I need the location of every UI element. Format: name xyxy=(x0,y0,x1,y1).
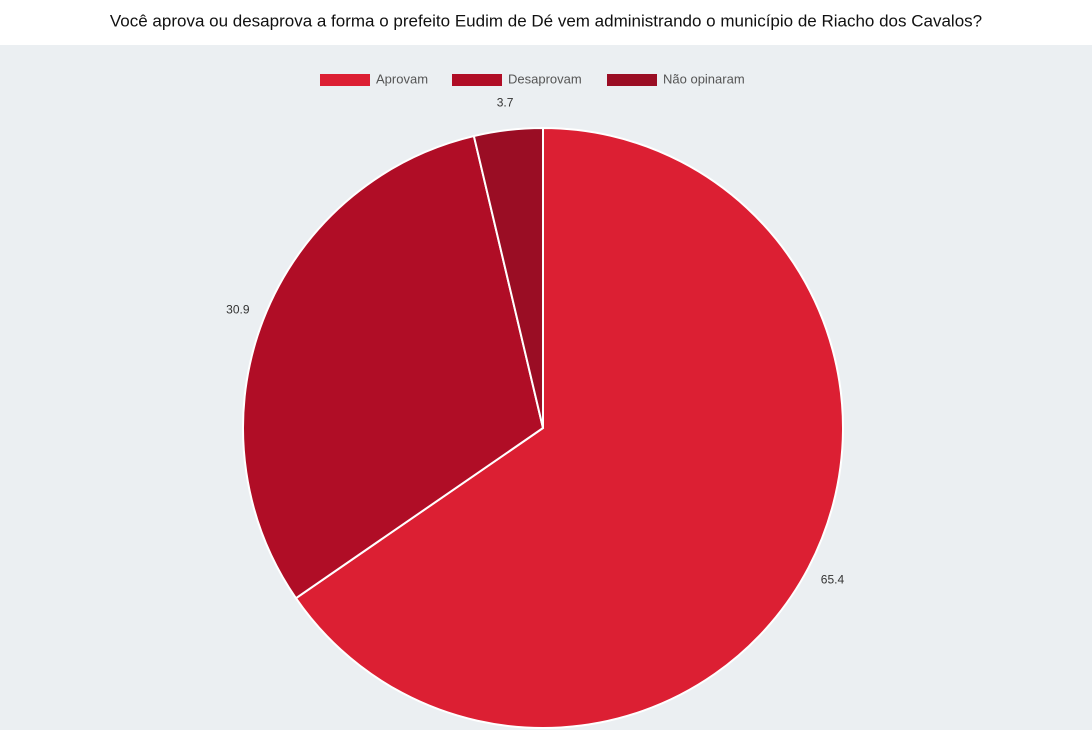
legend: Aprovam Desaprovam Não opinaram xyxy=(320,71,745,86)
data-label: 65.4 xyxy=(821,572,845,586)
legend-swatch xyxy=(607,74,657,86)
pie: 65.4 30.9 3.7 xyxy=(226,95,845,729)
legend-swatch xyxy=(452,74,502,86)
chart-title: Você aprova ou desaprova a forma o prefe… xyxy=(110,11,982,30)
data-label: 3.7 xyxy=(497,95,514,109)
pie-slice xyxy=(294,126,844,729)
data-label: 30.9 xyxy=(226,303,250,317)
legend-label: Aprovam xyxy=(376,71,428,86)
legend-label: Não opinaram xyxy=(663,71,745,86)
legend-swatch xyxy=(320,74,370,86)
legend-label: Desaprovam xyxy=(508,71,582,86)
pie-slice xyxy=(472,126,544,429)
pie-slice xyxy=(242,134,545,600)
